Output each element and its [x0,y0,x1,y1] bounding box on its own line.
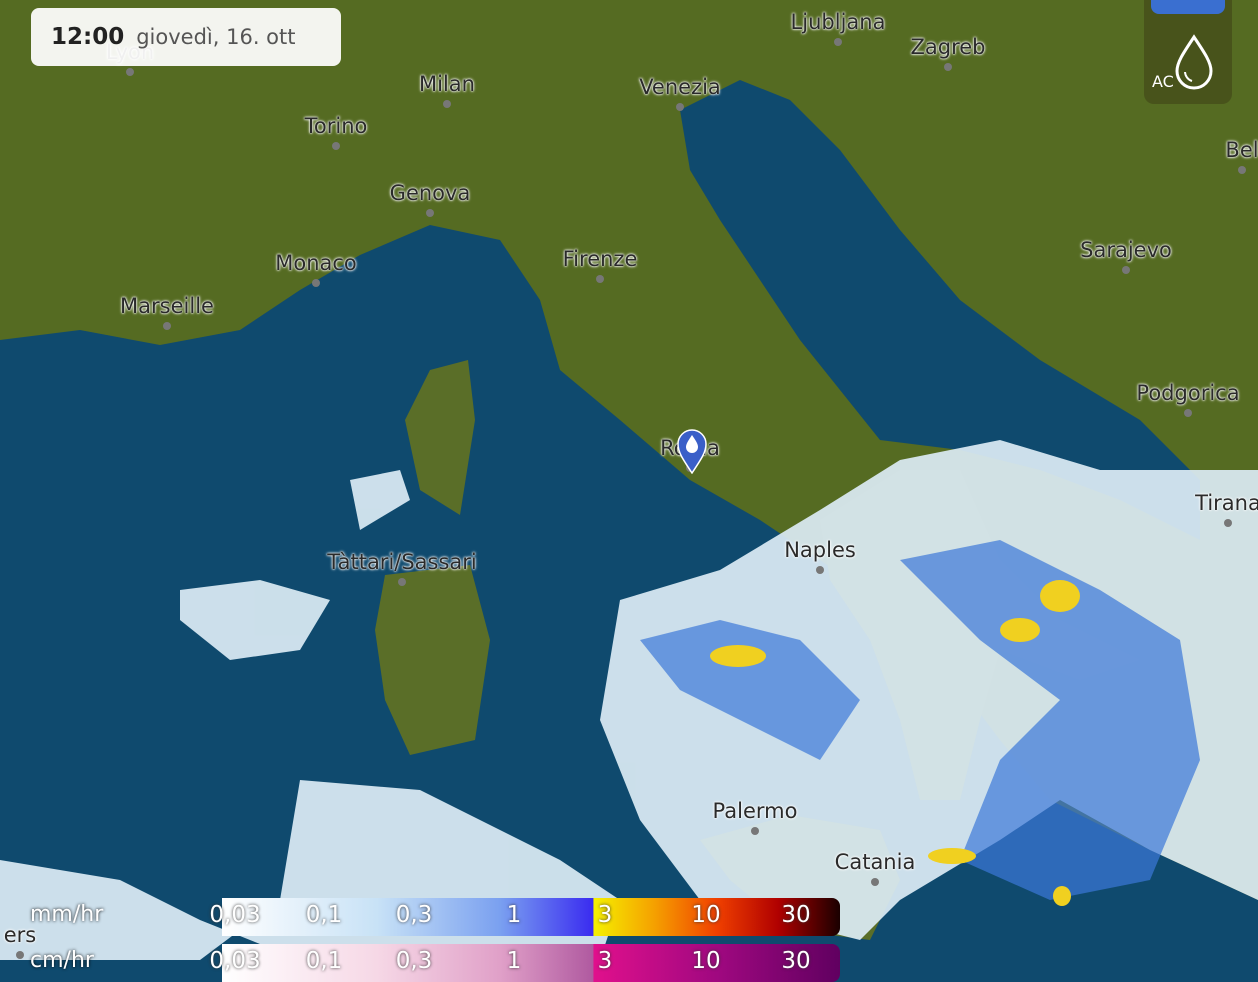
city-marker [944,63,952,71]
city-marker [871,878,879,886]
rain-scale-tick: 10 [691,902,721,928]
city-label: Milan [419,72,475,96]
city-marker [1224,519,1232,527]
raindrop-icon [1175,34,1213,90]
city-marker [126,68,134,76]
rain-moderate [640,540,1200,900]
time-label: 12:00 [51,24,125,50]
city-label: Monaco [275,251,357,275]
city-marker [16,951,24,959]
city-label: Tirana [1195,491,1258,515]
city-marker [312,279,320,287]
time-display[interactable]: 12:00 giovedì, 16. ott [31,8,341,66]
rain-scale-tick: 0,03 [209,902,261,928]
city-marker [816,566,824,574]
city-marker [834,38,842,46]
city-marker [596,275,604,283]
rain-unit-label: mm/hr [30,902,104,927]
city-marker [163,322,171,330]
precipitation-layer-control[interactable]: AC [1144,0,1232,104]
rain-heavy [710,580,1080,906]
rain-scale-tick: 1 [506,902,522,928]
city-marker [426,209,434,217]
city-label: Firenze [562,247,638,271]
city-label: Naples [784,538,856,562]
snow-scale-tick: 1 [506,948,522,974]
snow-legend: cm/hr 0,03 0,1 0,3 1 3 10 30 [0,944,840,982]
city-marker [332,142,340,150]
snow-color-scale [222,944,840,982]
rain-scale-tick: 0,3 [395,902,433,928]
rain-scale-tick: 0,1 [305,902,343,928]
city-label: Sarajevo [1080,238,1172,262]
date-label: giovedì, 16. ott [136,25,296,49]
snow-scale-tick: 0,3 [395,948,433,974]
snow-scale-tick: 10 [691,948,721,974]
rain-color-scale [222,898,840,936]
city-marker [443,100,451,108]
city-label: ers [3,923,37,947]
snow-unit-label: cm/hr [30,948,94,973]
city-marker [398,578,406,586]
city-marker [1122,266,1130,274]
city-label: Genova [389,181,471,205]
city-label: Podgorica [1136,381,1240,405]
snow-scale-tick: 0,03 [209,948,261,974]
location-pin-raindrop-icon[interactable] [676,428,708,474]
city-label: Tàttari/Sassari [327,550,477,574]
city-label: Bel [1225,138,1258,162]
snow-scale-tick: 0,1 [305,948,343,974]
ac-label: AC [1152,72,1174,91]
city-label: Venezia [639,75,721,99]
snow-scale-tick: 30 [781,948,811,974]
rain-scale-tick: 30 [781,902,811,928]
city-marker [751,827,759,835]
city-label: Ljubljana [790,10,886,34]
snow-scale-tick: 3 [597,948,613,974]
city-label: Catania [834,850,916,874]
layer-toggle-button[interactable] [1151,0,1225,14]
city-label: Torino [304,114,368,138]
city-label: Palermo [712,799,798,823]
city-marker [676,103,684,111]
rain-legend: mm/hr 0,03 0,1 0,3 1 3 10 30 [0,898,840,936]
city-marker [1184,409,1192,417]
city-label: Zagreb [910,35,986,59]
city-label: Marseille [120,294,214,318]
rain-scale-tick: 3 [597,902,613,928]
city-marker [1238,166,1246,174]
